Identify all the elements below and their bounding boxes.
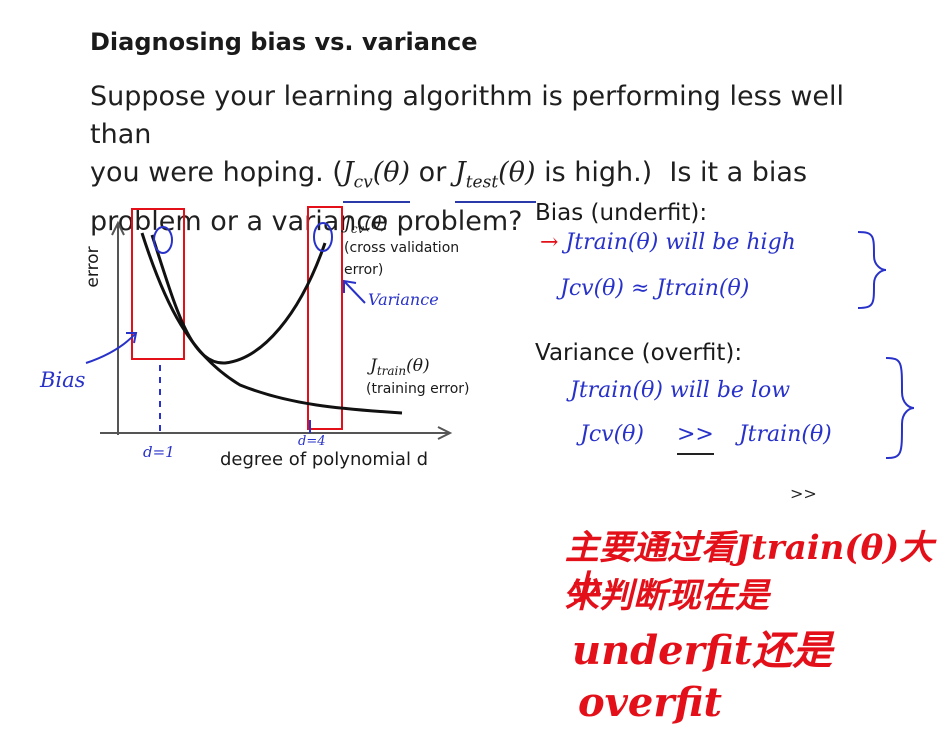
series-jcv-label: Jcv(θ) [341,214,388,236]
bias-variance-chart: error degree of polynomial d d=1 d=4 Bia… [39,206,470,470]
variance-annotation: Variance [368,290,439,309]
d1-label: d=1 [143,443,175,461]
math-jcv-symbol: J [342,157,354,188]
bias-arrow-glyph: → [540,230,559,255]
slide-body: Suppose your learning algorithm is perfo… [90,78,910,241]
note-line-1: 主要通过看Jtrain(θ)大小 [565,528,934,608]
series-jtrain-line [140,232,403,415]
math-jcv-sub: cv [353,172,373,193]
variance-circle-marker [313,222,333,252]
series-jcv-line [150,234,327,365]
variance-line-2: Jcv(θ) >> Jtrain(θ) [580,422,832,455]
y-axis-arrow [111,220,125,236]
d4-label: d=4 [298,434,326,449]
note-line-2: 来判断现在是 [565,576,769,616]
bias-annotation: Bias [39,368,86,392]
series-jtrain-desc: (training error) [366,381,470,397]
variance-brace [885,357,915,459]
bias-region-box [131,208,185,360]
small-gg-mark: >> [790,484,817,503]
series-jcv-desc-1: (cross validation [344,240,459,256]
math-jcv: Jcv(θ) [342,154,411,204]
series-jtrain-label: Jtrain(θ) [367,356,430,378]
variance-gg: >> [676,422,714,455]
bias-line-2: Jcv(θ) ≈ Jtrain(θ) [560,276,750,301]
variance-region-box [307,206,343,430]
x-axis-label: degree of polynomial d [220,449,428,470]
bias-brace [857,231,887,309]
body-line-2: you were hoping. (Jcv(θ) or Jtest(θ) is … [90,154,910,204]
body-line-3: problem or a variance problem? [90,206,523,238]
body-or: or [410,157,455,188]
math-jtest-symbol: J [454,157,466,188]
variance-arrow-head [343,279,357,293]
x-axis-arrow [437,426,453,440]
y-axis-label: error [83,246,103,287]
series-jcv-desc-2: error) [344,262,383,278]
variance-heading: Variance (overfit): [535,340,743,366]
body-line-2-pre: you were hoping. ( [90,157,343,188]
bias-heading: Bias (underfit): [535,200,708,226]
body-line-2-post: is high.) Is it a bias [535,157,808,188]
variance-jtrain: Jtrain(θ) [738,422,832,447]
bias-arrow-head [126,332,138,344]
math-jtest-arg: (θ) [498,157,536,188]
math-jcv-arg: (θ) [372,157,411,188]
variance-line-1: Jtrain(θ) will be low [570,378,791,403]
bias-annotation-arrow [85,332,137,364]
math-jtest: Jtest(θ) [454,154,536,204]
math-jtest-sub: test [465,172,499,193]
note-line-4: overfit [578,679,723,726]
body-line-1: Suppose your learning algorithm is perfo… [90,81,845,150]
variance-jcv: Jcv(θ) [580,422,644,447]
note-line-3: underfit还是 [572,627,833,674]
variance-annotation-arrow [343,280,366,304]
slide-title: Diagnosing bias vs. variance [90,28,478,56]
bias-circle-marker [153,226,173,254]
bias-line-1: → Jtrain(θ) will be high [540,230,796,255]
